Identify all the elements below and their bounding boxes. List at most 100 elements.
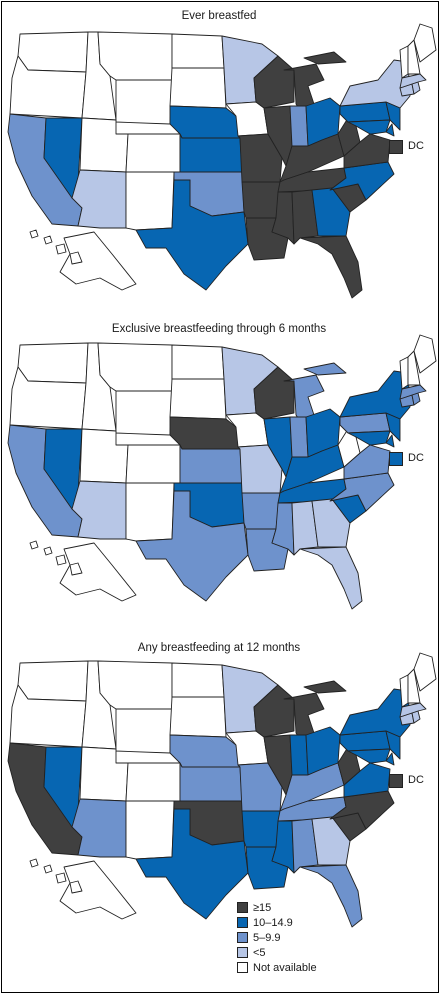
- legend-label: ≥15: [253, 901, 272, 914]
- state-md: [347, 748, 391, 764]
- state-fl: [299, 546, 363, 610]
- state-az: [71, 798, 127, 858]
- dc-swatch: [389, 452, 403, 466]
- us-map: [7, 334, 437, 610]
- state-md: [347, 430, 391, 446]
- state-in: [289, 734, 309, 776]
- panel-title: Any breastfeeding at 12 months: [137, 642, 301, 654]
- state-nc: [329, 161, 395, 201]
- legend-label: 5–9.9: [253, 931, 281, 944]
- state-tx: [135, 179, 249, 291]
- state-ne: [169, 416, 241, 450]
- state-al: [291, 818, 319, 874]
- state-ny: [339, 59, 411, 109]
- legend-item: 10–14.9: [237, 915, 317, 930]
- state-az: [71, 480, 127, 540]
- state-nj: [385, 412, 401, 442]
- state-wa: [17, 660, 89, 702]
- state-al: [291, 189, 319, 245]
- state-de: [385, 434, 395, 448]
- state-ne: [169, 734, 241, 768]
- state-ak: [59, 231, 137, 291]
- state-nj: [385, 730, 401, 760]
- state-nj: [385, 101, 401, 131]
- state-ut: [79, 428, 129, 484]
- state-nm: [125, 171, 175, 231]
- legend-label: Not available: [253, 961, 317, 974]
- panel-title: Exclusive breastfeeding through 6 months: [111, 323, 327, 335]
- state-ny: [339, 688, 411, 738]
- state-nh: [407, 668, 421, 704]
- state-az: [71, 169, 127, 229]
- legend: ≥15 10–14.9 5–9.9 <5 Not available: [237, 900, 317, 975]
- state-sd: [169, 696, 227, 738]
- state-nd: [171, 33, 225, 69]
- panel-title: Ever breastfed: [181, 10, 257, 22]
- state-ut: [79, 117, 129, 173]
- state-me: [413, 23, 437, 63]
- state-nh: [407, 39, 421, 75]
- dc-swatch: [389, 140, 403, 154]
- state-tx: [135, 808, 249, 920]
- legend-label: 10–14.9: [253, 916, 293, 929]
- state-mt: [97, 342, 173, 392]
- state-ut: [79, 746, 129, 802]
- state-wa: [17, 31, 89, 73]
- legend-swatch: [237, 932, 248, 943]
- state-nm: [125, 800, 175, 860]
- legend-item: Not available: [237, 960, 317, 975]
- state-hi: [29, 540, 83, 576]
- state-mt: [97, 31, 173, 81]
- legend-label: <5: [253, 946, 266, 959]
- state-me: [413, 334, 437, 374]
- legend-item: ≥15: [237, 900, 317, 915]
- state-nm: [125, 482, 175, 542]
- state-ne: [169, 105, 241, 139]
- state-wa: [17, 342, 89, 384]
- dc-label: DC: [408, 140, 424, 152]
- legend-swatch: [237, 947, 248, 958]
- state-wy: [115, 390, 173, 436]
- legend-swatch: [237, 962, 248, 973]
- state-wy: [115, 708, 173, 754]
- legend-swatch: [237, 917, 248, 928]
- state-fl: [299, 235, 363, 299]
- legend-swatch: [237, 902, 248, 913]
- state-wi: [253, 684, 295, 738]
- state-in: [289, 416, 309, 458]
- state-nd: [171, 344, 225, 380]
- state-hi: [29, 229, 83, 265]
- state-nd: [171, 662, 225, 698]
- state-ks: [179, 444, 243, 484]
- state-fl: [299, 864, 363, 928]
- dc-swatch: [389, 774, 403, 788]
- state-ar: [241, 810, 281, 848]
- state-in: [289, 105, 309, 147]
- state-ks: [179, 762, 243, 802]
- us-map: [7, 652, 437, 928]
- state-de: [385, 752, 395, 766]
- state-ak: [59, 860, 137, 920]
- legend-item: 5–9.9: [237, 930, 317, 945]
- state-sd: [169, 67, 227, 109]
- state-wi: [253, 366, 295, 420]
- state-nh: [407, 350, 421, 386]
- state-md: [347, 119, 391, 135]
- state-mt: [97, 660, 173, 710]
- state-co: [125, 444, 181, 484]
- state-nc: [329, 472, 395, 512]
- state-ak: [59, 542, 137, 602]
- state-me: [413, 652, 437, 692]
- state-al: [291, 500, 319, 556]
- dc-label: DC: [408, 452, 424, 464]
- state-tx: [135, 490, 249, 602]
- dc-label: DC: [408, 774, 424, 786]
- state-hi: [29, 858, 83, 894]
- legend-item: <5: [237, 945, 317, 960]
- state-wy: [115, 79, 173, 125]
- state-sd: [169, 378, 227, 420]
- us-map: [7, 23, 437, 299]
- state-ks: [179, 133, 243, 173]
- state-de: [385, 123, 395, 137]
- state-ny: [339, 370, 411, 420]
